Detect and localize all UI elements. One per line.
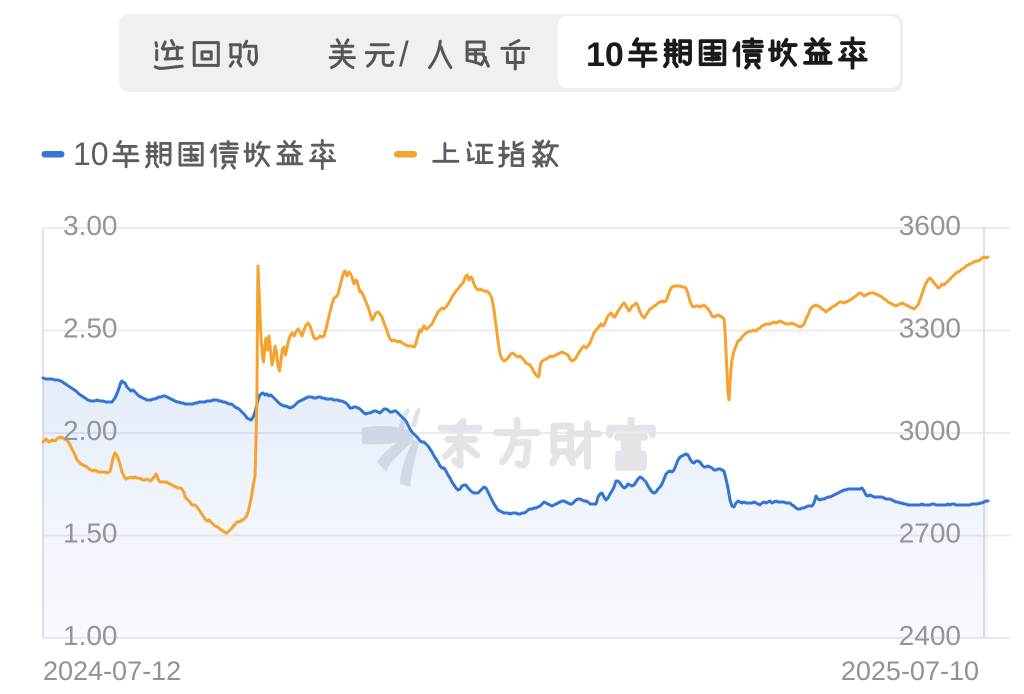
svg-text:2700: 2700 — [899, 518, 961, 549]
svg-text:2.50: 2.50 — [63, 313, 118, 344]
svg-text:3000: 3000 — [899, 415, 961, 446]
svg-text:/: / — [399, 35, 409, 74]
svg-text:2025-07-10: 2025-07-10 — [841, 656, 979, 686]
svg-text:1.50: 1.50 — [63, 518, 118, 549]
svg-text:2024-07-12: 2024-07-12 — [43, 656, 181, 686]
svg-text:10: 10 — [586, 36, 624, 74]
svg-text:2400: 2400 — [899, 620, 961, 651]
svg-text:10: 10 — [73, 136, 109, 172]
svg-text:3600: 3600 — [899, 210, 961, 241]
svg-text:1.00: 1.00 — [63, 620, 118, 651]
svg-text:3300: 3300 — [899, 313, 961, 344]
svg-text:3.00: 3.00 — [63, 210, 118, 241]
svg-text:2.00: 2.00 — [63, 415, 118, 446]
